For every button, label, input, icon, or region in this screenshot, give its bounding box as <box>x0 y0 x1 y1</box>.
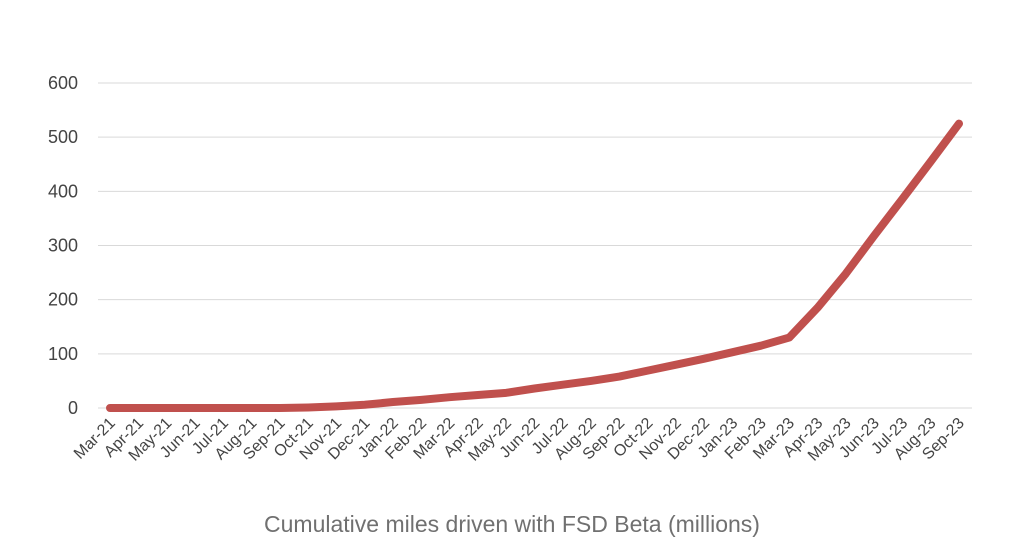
data-point <box>505 392 507 394</box>
series-layer <box>106 119 963 412</box>
data-point <box>788 337 790 339</box>
data-point <box>392 401 394 403</box>
x-axis-ticks: Mar-21Apr-21May-21Jun-21Jul-21Aug-21Sep-… <box>71 415 968 465</box>
y-tick-label: 400 <box>48 181 78 201</box>
y-tick-label: 500 <box>48 127 78 147</box>
data-point <box>477 394 479 396</box>
y-tick-label: 0 <box>68 398 78 418</box>
data-point <box>307 406 309 408</box>
data-point <box>562 384 564 386</box>
data-point <box>590 380 592 382</box>
data-point <box>420 399 422 401</box>
data-point <box>166 407 168 409</box>
data-point <box>137 407 139 409</box>
data-point <box>618 376 620 378</box>
y-tick-label: 600 <box>48 73 78 93</box>
y-tick-label: 100 <box>48 344 78 364</box>
data-point <box>675 364 677 366</box>
data-point <box>845 273 847 275</box>
y-tick-label: 200 <box>48 290 78 310</box>
data-point <box>449 396 451 398</box>
data-point <box>279 407 281 409</box>
data-point <box>901 198 903 200</box>
data-point <box>251 407 252 409</box>
data-point <box>958 123 960 125</box>
data-point <box>732 351 734 353</box>
data-point <box>647 370 649 372</box>
data-point <box>364 404 366 406</box>
data-point <box>109 407 111 409</box>
data-point <box>817 307 818 309</box>
data-point <box>873 235 875 237</box>
y-axis-ticks: 0 100 200 300 400 500 600 <box>48 73 78 418</box>
data-point <box>930 161 932 163</box>
data-point <box>703 358 705 360</box>
series-line-0 <box>106 119 963 412</box>
y-tick-label: 300 <box>48 236 78 256</box>
chart-title: Cumulative miles driven with FSD Beta (m… <box>264 511 760 537</box>
data-point <box>194 407 196 409</box>
data-point <box>222 407 224 409</box>
data-point <box>534 388 535 389</box>
data-point <box>335 405 337 407</box>
data-point <box>760 345 762 347</box>
gridlines <box>98 82 972 409</box>
